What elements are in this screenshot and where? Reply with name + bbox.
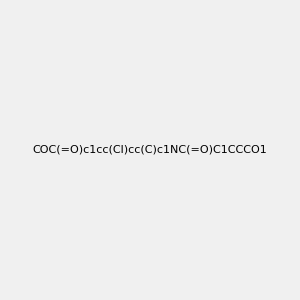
Text: COC(=O)c1cc(Cl)cc(C)c1NC(=O)C1CCCO1: COC(=O)c1cc(Cl)cc(C)c1NC(=O)C1CCCO1 (33, 145, 267, 155)
